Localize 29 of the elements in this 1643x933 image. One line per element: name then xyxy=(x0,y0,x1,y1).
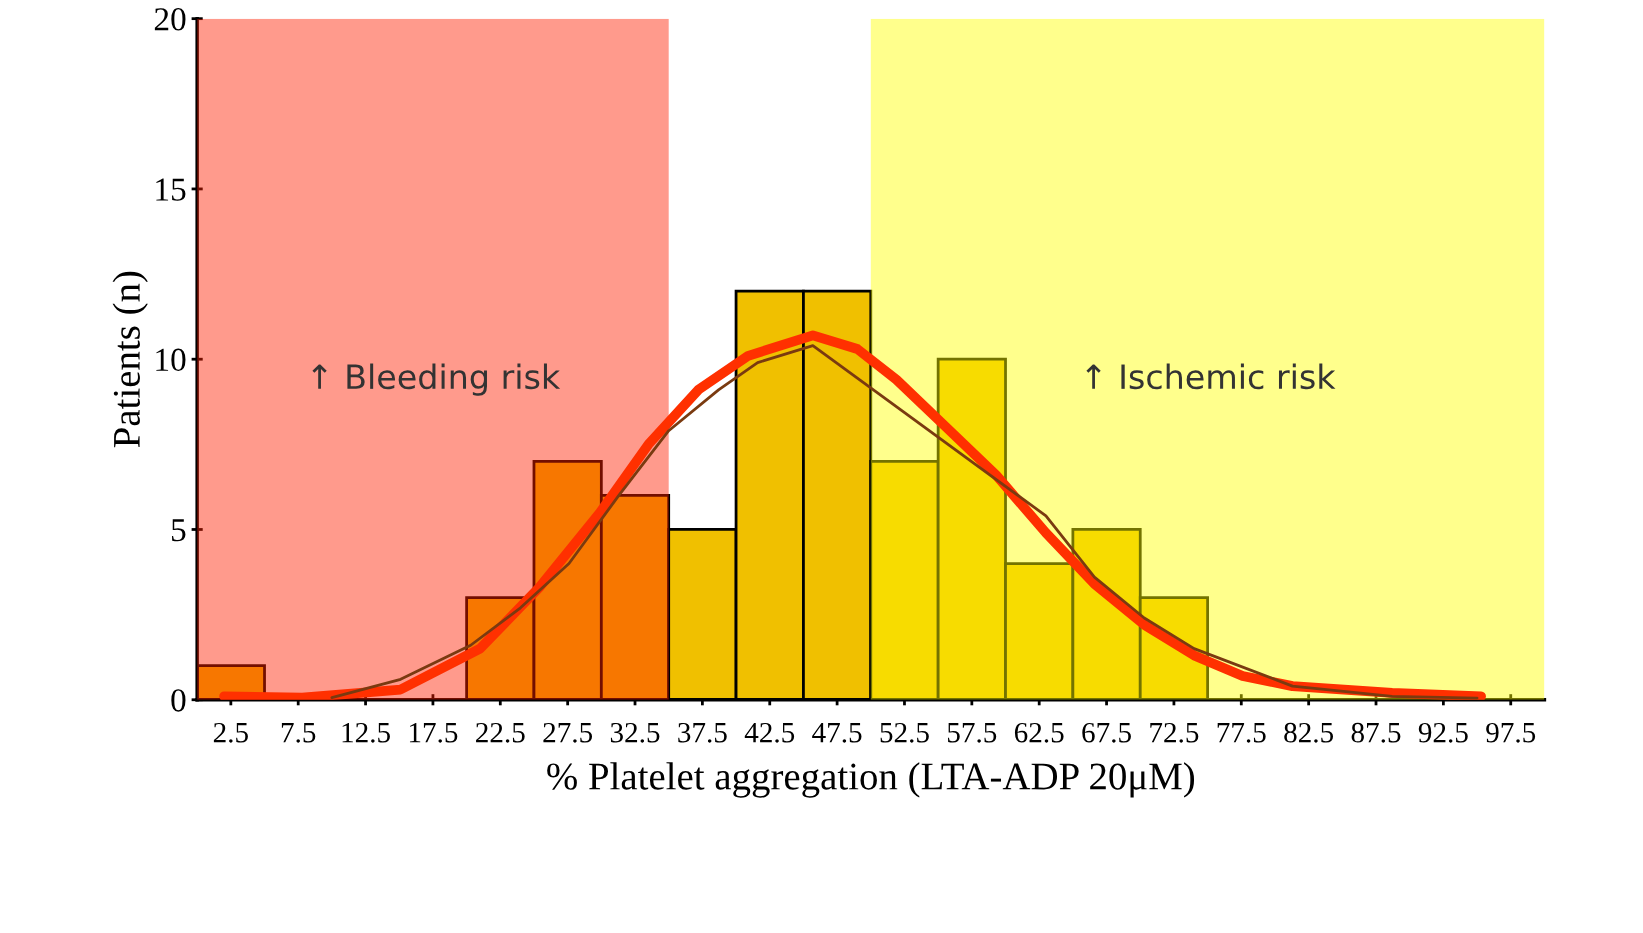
x-tick-label: 22.5 xyxy=(476,722,525,743)
y-tick-label: 20 xyxy=(154,8,186,31)
x-tick-label: 17.5 xyxy=(409,722,458,743)
x-tick-label: 2.5 xyxy=(213,722,248,743)
x-axis-title: % Platelet aggregation (LTA-ADP 20μM) xyxy=(547,762,1195,798)
x-tick-label: 27.5 xyxy=(543,722,593,743)
x-tick-label: 12.5 xyxy=(342,722,390,743)
x-tick-label: 37.5 xyxy=(678,722,727,743)
band-label: ↑ Bleeding risk xyxy=(312,363,561,396)
x-tick-label: 97.5 xyxy=(1486,722,1536,743)
y-tick-label: 5 xyxy=(172,519,186,542)
x-tick-label: 87.5 xyxy=(1351,722,1401,743)
band-label: ↑ Ischemic risk xyxy=(1086,363,1336,390)
x-tick-label: 52.5 xyxy=(880,722,929,743)
x-tick-label: 82.5 xyxy=(1284,722,1334,743)
y-tick-label: 15 xyxy=(156,178,186,201)
x-tick-label: 62.5 xyxy=(1014,722,1064,743)
y-tick-label: 0 xyxy=(171,689,186,712)
x-tick-label: 72.5 xyxy=(1150,722,1199,743)
x-tick-label: 77.5 xyxy=(1217,723,1266,743)
y-tick-label: 10 xyxy=(156,348,186,372)
x-tick-label: 67.5 xyxy=(1082,722,1131,743)
x-tick-label: 42.5 xyxy=(744,722,795,743)
x-tick-label: 57.5 xyxy=(948,723,997,743)
x-tick-label: 32.5 xyxy=(610,722,660,743)
x-tick-label: 47.5 xyxy=(812,723,862,743)
y-axis-title: Patients (n) xyxy=(112,271,148,448)
x-tick-label: 92.5 xyxy=(1418,722,1468,743)
x-tick-label: 7.5 xyxy=(281,723,316,743)
